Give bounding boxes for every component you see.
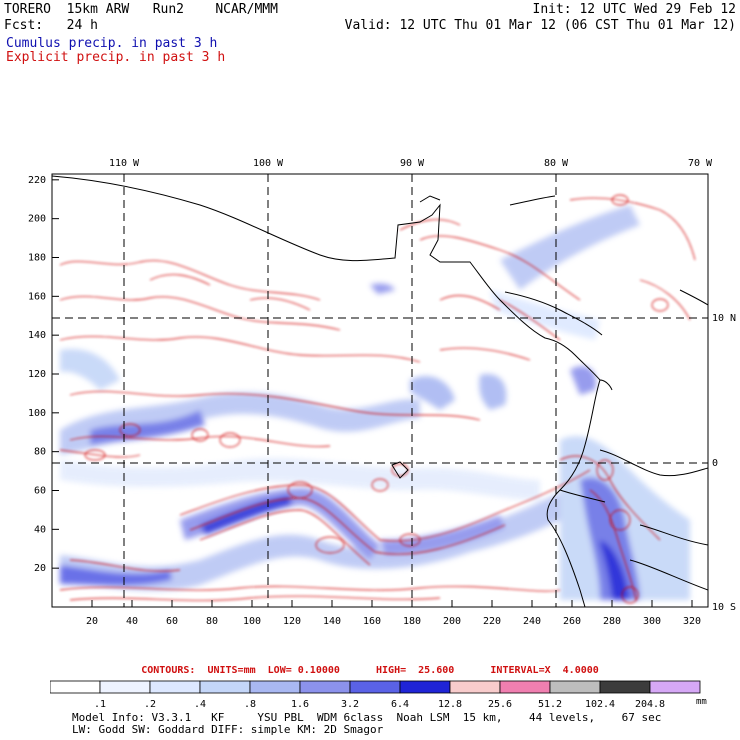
model-info: Model Info: V3.3.1 KF YSU PBL WDM 6class…	[72, 712, 661, 736]
y-tick-label: 140	[28, 330, 46, 341]
x-axis: 20 40 60 80 100 120 140 160 180 200 220 240 260 280 30…	[86, 600, 701, 627]
y-tick-label: 40	[34, 524, 46, 535]
x-tick-label: 180	[403, 616, 421, 627]
legend-label: 204.8	[635, 699, 665, 710]
x-tick-label: 300	[643, 616, 661, 627]
x-tick-label: 320	[683, 616, 701, 627]
y-tick-label: 20	[34, 563, 46, 574]
legend-swatch	[399, 680, 451, 694]
x-tick-label: 120	[283, 616, 301, 627]
legend-swatch	[449, 680, 501, 694]
legend-swatch	[249, 680, 301, 694]
x-tick-label: 160	[363, 616, 381, 627]
legend-swatch	[50, 680, 101, 694]
legend-label: .8	[244, 699, 256, 710]
legend-label: 102.4	[585, 699, 615, 710]
model-info-line1: Model Info: V3.3.1 KF YSU PBL WDM 6class…	[72, 711, 662, 724]
y-tick-label: 220	[28, 175, 46, 186]
explicit-precip-label: Explicit precip. in past 3 h	[6, 50, 226, 65]
y-axis: 20 40 60 80 100 120 140 160 180 200 220	[28, 175, 59, 574]
legend-label: 51.2	[538, 699, 562, 710]
y-tick-label: 160	[28, 291, 46, 302]
cumulus-precip-label: Cumulus precip. in past 3 h	[6, 36, 218, 51]
precip-field	[59, 194, 696, 604]
legend-label: .1	[94, 699, 106, 710]
latitude-labels: 10 N 0 10 S	[712, 313, 736, 613]
longitude-label: 70 W	[688, 158, 713, 169]
legend-swatch	[199, 680, 251, 694]
forecast-hour: Fcst: 24 h	[4, 18, 98, 33]
legend-label: 6.4	[391, 699, 409, 710]
color-legend: .1 .2 .4 .8 1.6 3.2 6.4 12.8 25.6 51.2 102.4 204.8	[50, 680, 701, 710]
x-tick-label: 200	[443, 616, 461, 627]
contours-info: CONTOURS: UNITS=mm LOW= 0.10000 HIGH= 25…	[141, 665, 599, 676]
legend-swatch	[299, 680, 351, 694]
y-tick-label: 100	[28, 408, 46, 419]
model-info-line2: LW: Godd SW: Goddard DIFF: simple KM: 2D…	[72, 723, 384, 736]
legend-label: .2	[144, 699, 156, 710]
legend-swatch	[499, 680, 551, 694]
x-tick-label: 20	[86, 616, 98, 627]
y-tick-label: 180	[28, 252, 46, 263]
legend-label: 25.6	[488, 699, 512, 710]
legend-label: 3.2	[341, 699, 359, 710]
x-tick-label: 80	[206, 616, 218, 627]
latitude-label: 10 S	[712, 602, 736, 613]
legend-label: 1.6	[291, 699, 309, 710]
x-tick-label: 140	[323, 616, 341, 627]
legend-swatch	[649, 680, 701, 694]
legend-swatch	[549, 680, 601, 694]
x-tick-label: 60	[166, 616, 178, 627]
init-time: Init: 12 UTC Wed 29 Feb 12	[532, 2, 737, 17]
coastline	[52, 175, 708, 607]
x-tick-label: 40	[126, 616, 138, 627]
valid-time: Valid: 12 UTC Thu 01 Mar 12 (06 CST Thu …	[344, 18, 736, 33]
legend-swatch	[599, 680, 651, 694]
run-title: TORERO 15km ARW Run2 NCAR/MMM	[4, 2, 278, 17]
legend-unit: mm	[696, 697, 707, 707]
y-tick-label: 60	[34, 485, 46, 496]
longitude-labels: 110 W 100 W 90 W 80 W 70 W	[109, 158, 713, 169]
y-tick-label: 200	[28, 214, 46, 225]
longitude-label: 80 W	[544, 158, 569, 169]
x-tick-label: 100	[243, 616, 261, 627]
legend-label: .4	[194, 699, 206, 710]
latitude-label: 10 N	[712, 313, 736, 324]
longitude-label: 90 W	[400, 158, 425, 169]
legend-label: 12.8	[438, 699, 462, 710]
x-tick-label: 240	[523, 616, 541, 627]
legend-swatch	[349, 680, 401, 694]
y-tick-label: 120	[28, 369, 46, 380]
x-tick-label: 280	[603, 616, 621, 627]
graticule	[52, 174, 708, 607]
longitude-label: 100 W	[253, 158, 284, 169]
x-tick-label: 220	[483, 616, 501, 627]
legend-swatch	[99, 680, 151, 694]
legend-swatch	[149, 680, 201, 694]
longitude-label: 110 W	[109, 158, 140, 169]
x-tick-label: 260	[563, 616, 581, 627]
y-tick-label: 80	[34, 447, 46, 458]
plot-frame	[51, 173, 709, 608]
latitude-label: 0	[712, 458, 718, 469]
